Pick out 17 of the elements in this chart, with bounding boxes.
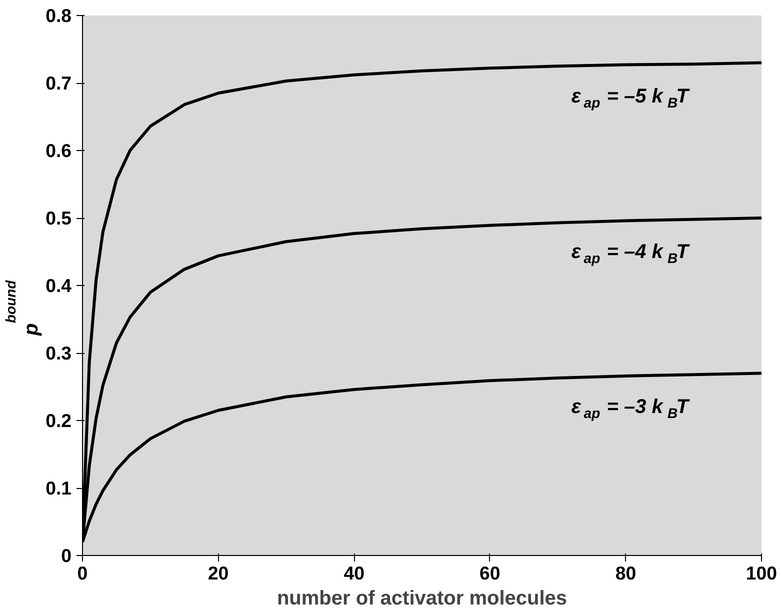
y-tick-label: 0.3 <box>46 342 72 364</box>
x-tick-label: 80 <box>615 562 636 584</box>
x-tick-label: 100 <box>746 562 778 584</box>
y-tick-label: 0.8 <box>46 5 72 26</box>
y-tick-label: 0.6 <box>46 140 72 161</box>
y-tick-label: 0.2 <box>46 410 72 431</box>
y-tick-label: 0 <box>61 545 72 566</box>
x-tick-label: 20 <box>208 562 229 584</box>
x-tick-label: 40 <box>344 562 364 584</box>
x-tick-label: 0 <box>77 562 88 584</box>
y-axis-title: pbound <box>2 280 42 336</box>
x-axis-title: number of activator molecules <box>276 588 568 610</box>
y-tick-label: 0.5 <box>46 208 72 228</box>
y-tick-label: 0.1 <box>46 478 72 498</box>
y-tick-label: 0.7 <box>46 72 72 94</box>
x-tick-label: 60 <box>480 562 500 584</box>
y-tick-label: 0.4 <box>46 275 72 296</box>
